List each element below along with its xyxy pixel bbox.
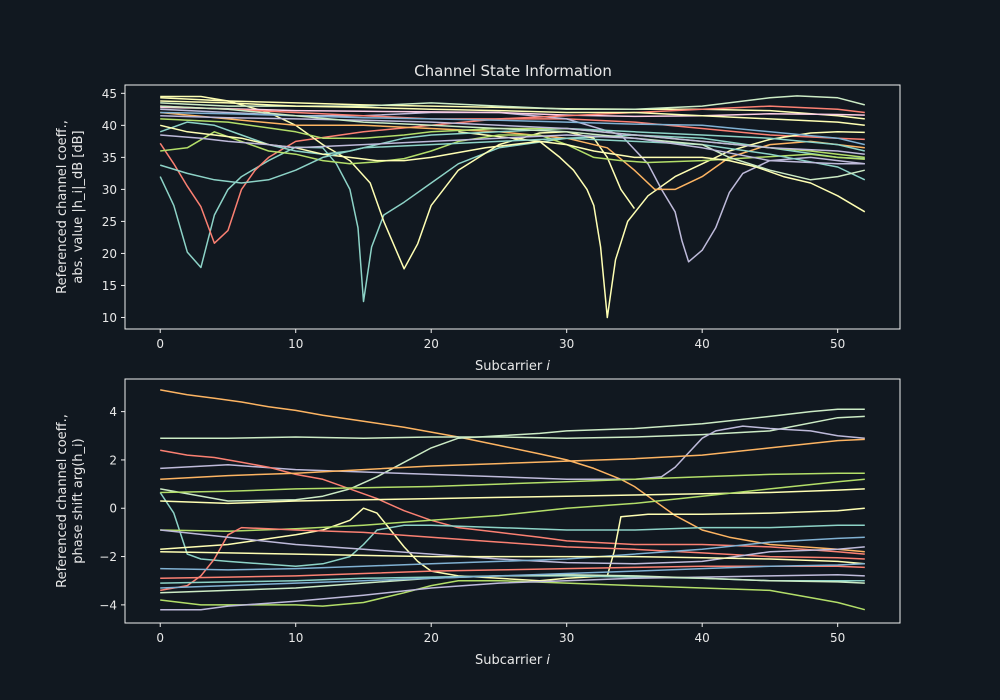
x-tick-label: 10 xyxy=(288,337,303,351)
series-line-17 xyxy=(159,137,866,184)
series-line-4 xyxy=(160,425,865,481)
series-line-8 xyxy=(159,121,865,155)
phase-plot: 0 10 20 30 40 50 −4 −2 0 2 4 Subcarrier i Referenced… xyxy=(55,378,901,668)
y-tick-label: 25 xyxy=(102,215,117,229)
series-line-1 xyxy=(159,134,865,303)
y-axis-label-line-1: Referenced channel coeff., xyxy=(55,414,70,588)
y-tick-label: 10 xyxy=(102,311,117,325)
x-tick-label: 0 xyxy=(156,337,164,351)
x-tick-label: 10 xyxy=(288,631,303,645)
x-axis-label: Subcarrier i xyxy=(475,653,550,668)
series-line-6 xyxy=(160,111,865,191)
series-line-18 xyxy=(160,105,865,181)
magnitude-plot: 0 10 20 30 40 50 10 15 20 25 30 35 40 45 Subcarrier i R… xyxy=(55,84,901,374)
x-tick-label: 50 xyxy=(830,337,845,351)
y-axis-label-line-2: phase shift arg(h_i) xyxy=(71,438,86,563)
series-line-5 xyxy=(160,449,865,555)
axes-frame xyxy=(124,378,901,624)
series-line-10 xyxy=(160,488,865,505)
series-line-5 xyxy=(160,108,865,263)
x-tick-label: 50 xyxy=(830,631,845,645)
series-line-21 xyxy=(160,563,865,589)
y-tick-label: 15 xyxy=(102,279,117,293)
series-line-4 xyxy=(458,131,865,319)
series-line-9 xyxy=(160,472,865,494)
y-tick-label: 40 xyxy=(102,119,117,133)
series-line-19 xyxy=(160,134,865,165)
series-line-2 xyxy=(159,118,865,244)
series-line-11 xyxy=(160,478,865,532)
x-tick-label: 40 xyxy=(695,631,710,645)
y-tick-label: 20 xyxy=(102,247,117,261)
y-axis-label-line-1: Referenced channel coeff., xyxy=(55,120,70,294)
series-line-14 xyxy=(160,536,865,571)
y-tick-label: 0 xyxy=(109,502,117,516)
series-line-20 xyxy=(160,100,865,127)
x-axis-label: Subcarrier i xyxy=(475,359,550,374)
y-tick-label: 2 xyxy=(109,453,117,467)
y-tick-label: 4 xyxy=(109,405,117,419)
x-tick-label: 40 xyxy=(695,337,710,351)
y-tick-label: 45 xyxy=(102,87,117,101)
x-tick-label: 0 xyxy=(156,631,164,645)
y-tick-label: 35 xyxy=(102,151,117,165)
series-line-12 xyxy=(160,526,865,592)
series-line-15 xyxy=(160,550,865,565)
x-tick-label: 20 xyxy=(424,337,439,351)
series-line-10 xyxy=(160,97,865,120)
series-line-3 xyxy=(160,408,865,502)
series-line-19 xyxy=(160,573,865,611)
x-tick-label: 20 xyxy=(424,631,439,645)
x-tick-label: 30 xyxy=(559,631,574,645)
series-line-16 xyxy=(160,114,865,155)
y-axis-label-line-2: abs. value |h_i|_dB [dB] xyxy=(71,130,86,283)
series-line-6 xyxy=(160,438,865,481)
y-tick-label: −4 xyxy=(99,598,117,612)
series-line-13 xyxy=(160,106,865,118)
axes-frame xyxy=(124,84,901,330)
series-line-18 xyxy=(160,579,865,611)
series-line-1 xyxy=(160,389,865,553)
series-line-14 xyxy=(160,105,865,120)
y-tick-label: 30 xyxy=(102,183,117,197)
chart-title: Channel State Information xyxy=(414,62,612,80)
series-line-7 xyxy=(159,492,865,567)
y-tick-label: −2 xyxy=(99,550,117,564)
x-tick-label: 30 xyxy=(559,337,574,351)
